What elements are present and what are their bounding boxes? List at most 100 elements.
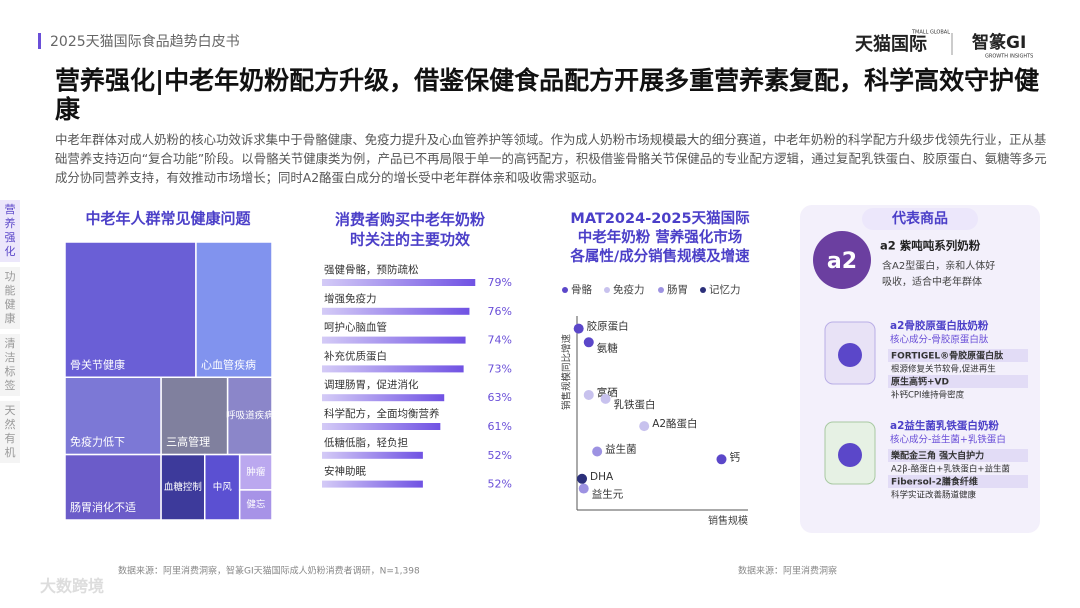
value-label: 61% xyxy=(488,420,512,433)
value-label: 79% xyxy=(488,276,512,289)
treemap-cell xyxy=(160,376,229,456)
point-bg xyxy=(888,449,1028,462)
product-name: a2益生菌乳铁蛋白奶粉 xyxy=(890,419,999,432)
value-label: 76% xyxy=(488,305,512,318)
treemap-label: 心血管疾病 xyxy=(201,357,256,371)
chart-title: 中老年奶粉 营养强化市场 xyxy=(578,228,743,246)
product-point: 樂配金三角 强大自护力 xyxy=(891,450,984,462)
point-bg xyxy=(888,375,1028,388)
logo-small: GROWTH INSIGHTS xyxy=(985,54,1033,60)
point-label: DHA xyxy=(590,471,614,483)
treemap-label: 免疫力低下 xyxy=(70,435,125,449)
scatter-point xyxy=(592,446,603,457)
treemap-cell xyxy=(64,453,162,521)
product-core: 核心成分-骨胶原蛋白肽 xyxy=(890,334,989,346)
product-point: 科学实证改善肠道健康 xyxy=(891,490,977,501)
side-tab-char: 有 xyxy=(5,431,16,445)
value-label: 52% xyxy=(488,478,512,491)
chart-title: 消费者购买中老年奶粉 xyxy=(335,211,485,229)
report-name: 2025天猫国际食品趋势白皮书 xyxy=(50,33,240,50)
header-bar xyxy=(38,33,41,49)
treemap-label: 健忘 xyxy=(246,498,266,510)
side-tab-char: 标 xyxy=(5,364,16,378)
value-label: 63% xyxy=(488,391,512,404)
legend-marker xyxy=(658,287,664,293)
product-name: a2骨胶原蛋白肽奶粉 xyxy=(890,319,989,332)
product-point: 补钙CPI维持骨密度 xyxy=(891,390,965,401)
side-tab-char: 洁 xyxy=(5,351,16,364)
watermark: 大数跨境 xyxy=(40,577,104,596)
side-tab xyxy=(0,267,20,329)
logo: 天猫国际 xyxy=(855,33,927,55)
bar-label: 增强免疫力 xyxy=(324,292,377,305)
legend-marker xyxy=(700,287,706,293)
y-axis-label: 销售规模同比增速 xyxy=(561,334,573,411)
bar xyxy=(322,336,466,344)
chart-title: 中老年人群常见健康问题 xyxy=(85,210,251,228)
point-label: 胶原蛋白 xyxy=(587,320,629,333)
treemap-label: 肠胃消化不适 xyxy=(70,500,136,514)
legend-label: 骨骼 xyxy=(571,283,592,296)
point-label: 氨糖 xyxy=(597,341,618,354)
product-point: 根源修复关节软骨,促进再生 xyxy=(891,364,996,375)
bar-label: 强健骨骼，预防疏松 xyxy=(324,263,419,276)
point-label: 益生元 xyxy=(592,488,624,501)
point-bg xyxy=(888,475,1028,488)
treemap-cell xyxy=(203,453,241,521)
side-tab-char: 健 xyxy=(5,298,16,311)
side-tab-label: 天然有机 xyxy=(10,400,14,403)
treemap-label: 中风 xyxy=(213,481,233,493)
side-tab-char: 营 xyxy=(5,202,16,216)
point-label: 乳铁蛋白 xyxy=(614,398,656,411)
bar xyxy=(322,480,423,488)
treemap-label: 呼吸道疾病 xyxy=(226,409,274,421)
brand-logo-text: a2 xyxy=(827,249,857,274)
side-tab-char: 签 xyxy=(5,378,16,392)
product-point: A2β-酪蛋白+乳铁蛋白+益生菌 xyxy=(891,464,1010,475)
legend-label: 肠胃 xyxy=(667,284,688,296)
product-name: a2 紫吨吨系列奶粉 xyxy=(880,239,981,253)
scatter-point xyxy=(577,473,588,484)
side-tab-char: 天 xyxy=(5,404,16,417)
bar-label: 低糖低脂，轻负担 xyxy=(324,436,408,449)
side-tab-label: 营养强化 xyxy=(10,199,14,202)
side-tab-char: 然 xyxy=(5,417,16,431)
bar xyxy=(322,451,423,459)
scatter-point xyxy=(716,454,727,465)
source: 数据来源：阿里消费洞察 xyxy=(738,565,837,577)
treemap-label: 血糖控制 xyxy=(164,481,202,493)
scatter-point xyxy=(600,393,611,404)
chart-title: 时关注的主要功效 xyxy=(350,231,471,249)
scatter-point xyxy=(583,337,594,348)
product-point: Fibersol-2膳食纤维 xyxy=(891,476,978,488)
side-tab-char: 机 xyxy=(5,445,16,459)
treemap-cell xyxy=(195,241,273,379)
side-tab-label: 功能健康 xyxy=(10,266,14,269)
bar-label: 科学配方，全面均衡营养 xyxy=(324,407,440,420)
value-label: 73% xyxy=(488,362,512,375)
bar xyxy=(322,279,476,286)
product-point: 原生高钙+VD xyxy=(891,376,949,388)
point-label: A2酪蛋白 xyxy=(652,417,697,430)
bar xyxy=(322,394,445,402)
chart-title: MAT2024-2025天猫国际 xyxy=(570,209,750,227)
brand-logo xyxy=(813,231,871,289)
side-tab-char: 功 xyxy=(5,270,16,283)
treemap-cell xyxy=(64,241,197,379)
legend-label: 记忆力 xyxy=(709,283,741,296)
bar-label: 调理肠胃，促进消化 xyxy=(324,378,419,391)
value-label: 74% xyxy=(488,334,512,347)
product-desc: 含A2型蛋白，亲和人体好 xyxy=(882,259,995,272)
product-desc: 吸收，适合中老年群体 xyxy=(882,275,982,288)
side-tab-label: 清洁标签 xyxy=(10,333,14,336)
point-bg xyxy=(888,349,1028,362)
value-label: 52% xyxy=(488,449,512,462)
product-can-logo xyxy=(838,443,862,467)
scatter-point xyxy=(573,323,584,334)
logo: 智篆GI xyxy=(972,32,1026,53)
product-section-title: 代表商品 xyxy=(891,210,948,227)
product-can-logo xyxy=(838,343,862,367)
bar xyxy=(322,307,470,315)
